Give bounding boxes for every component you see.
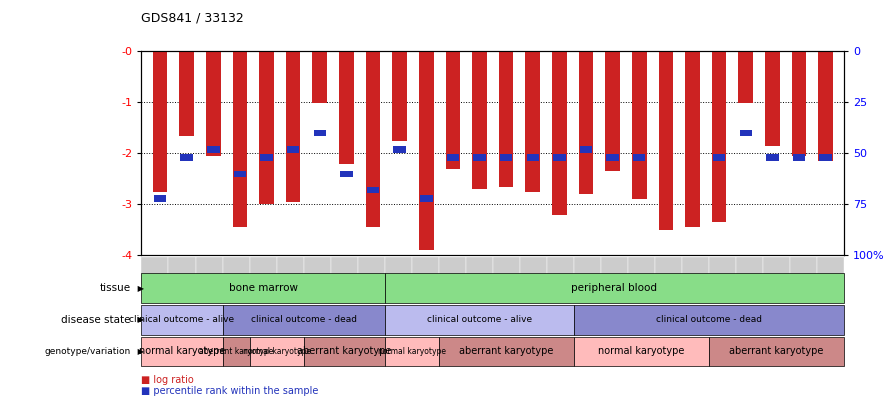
Bar	[712, 51, 727, 222]
Bar	[580, 146, 592, 153]
Bar	[232, 51, 248, 227]
Text: normal karyotype: normal karyotype	[242, 347, 310, 356]
Text: aberrant karyotype: aberrant karyotype	[729, 346, 824, 356]
Bar	[525, 51, 540, 192]
Bar	[552, 51, 567, 215]
Text: tissue: tissue	[100, 283, 131, 293]
Bar	[446, 154, 459, 161]
Bar	[633, 154, 645, 161]
Bar	[339, 51, 354, 164]
Bar	[740, 130, 752, 136]
Text: ▶: ▶	[135, 347, 144, 356]
Text: clinical outcome - dead: clinical outcome - dead	[656, 315, 762, 324]
Bar	[314, 130, 326, 136]
Text: GDS841 / 33132: GDS841 / 33132	[141, 12, 244, 25]
Bar	[792, 51, 806, 156]
Text: peripheral blood: peripheral blood	[571, 283, 658, 293]
Bar	[340, 171, 353, 177]
Text: normal karyotype: normal karyotype	[139, 346, 225, 356]
Text: ▶: ▶	[135, 284, 144, 293]
Bar	[367, 187, 379, 194]
Bar	[207, 146, 219, 153]
Text: aberrant karyotype: aberrant karyotype	[199, 347, 273, 356]
Bar	[259, 51, 274, 204]
Text: clinical outcome - dead: clinical outcome - dead	[251, 315, 356, 324]
Bar	[819, 154, 832, 161]
Bar	[287, 146, 300, 153]
Text: bone marrow: bone marrow	[229, 283, 298, 293]
Bar	[500, 154, 513, 161]
Bar	[685, 51, 700, 227]
Bar	[713, 154, 726, 161]
Bar	[765, 51, 780, 146]
Bar	[366, 51, 380, 227]
Text: clinical outcome - alive: clinical outcome - alive	[427, 315, 532, 324]
Bar	[819, 51, 833, 161]
Text: normal karyotype: normal karyotype	[598, 346, 685, 356]
Bar	[579, 51, 593, 194]
Bar	[153, 51, 167, 192]
Text: genotype/variation: genotype/variation	[44, 347, 131, 356]
Bar	[180, 154, 193, 161]
Text: clinical outcome - alive: clinical outcome - alive	[129, 315, 234, 324]
Bar	[260, 154, 273, 161]
Bar	[499, 51, 514, 187]
Bar	[312, 51, 327, 103]
Text: normal karyotype: normal karyotype	[377, 347, 446, 356]
Bar	[154, 195, 166, 202]
Bar	[632, 51, 646, 199]
Text: disease state: disease state	[61, 315, 131, 325]
Bar	[766, 154, 779, 161]
Text: ■ log ratio: ■ log ratio	[141, 375, 194, 385]
Text: ▶: ▶	[135, 315, 144, 324]
Text: aberrant karyotype: aberrant karyotype	[297, 346, 392, 356]
Bar	[606, 154, 619, 161]
Bar	[420, 195, 432, 202]
Bar	[206, 51, 221, 156]
Text: ■ percentile rank within the sample: ■ percentile rank within the sample	[141, 386, 319, 396]
Bar	[473, 154, 485, 161]
Text: aberrant karyotype: aberrant karyotype	[459, 346, 553, 356]
Bar	[392, 51, 407, 141]
Bar	[553, 154, 566, 161]
Bar	[233, 171, 246, 177]
Bar	[659, 51, 674, 230]
Bar	[179, 51, 194, 135]
Bar	[446, 51, 461, 169]
Bar	[472, 51, 487, 189]
Bar	[606, 51, 620, 171]
Bar	[419, 51, 433, 250]
Bar	[286, 51, 301, 202]
Bar	[793, 154, 805, 161]
Bar	[393, 146, 406, 153]
Bar	[738, 51, 753, 103]
Bar	[527, 154, 539, 161]
